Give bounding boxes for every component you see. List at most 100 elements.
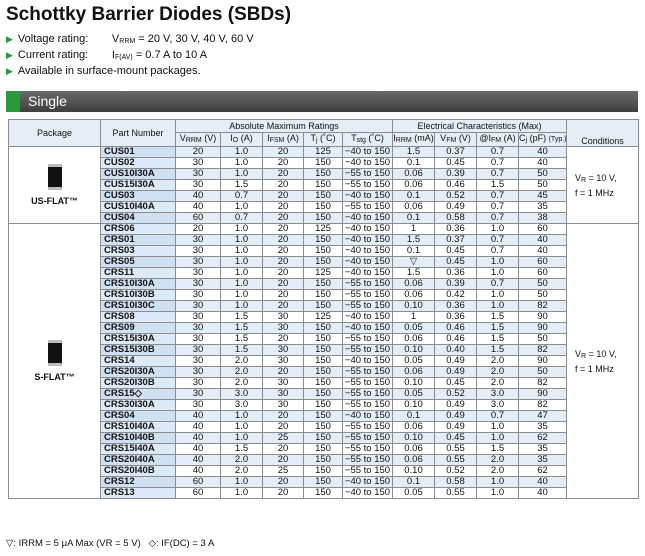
value-cell: 0.10: [392, 344, 435, 356]
value-cell: 0.46: [434, 333, 477, 345]
value-cell: 0.39: [434, 278, 477, 290]
value-cell: −40 to 150: [342, 157, 393, 169]
section-marker: [6, 91, 20, 112]
value-cell: 0.1: [392, 157, 435, 169]
condition-line: f = 1 MHz: [575, 187, 614, 198]
value-cell: 150: [303, 289, 343, 301]
value-cell: 0.06: [392, 366, 435, 378]
value-cell: 20: [262, 157, 304, 169]
value-cell: 20: [262, 190, 304, 202]
value-cell: 125: [303, 267, 343, 279]
value-cell: −55 to 150: [342, 344, 393, 356]
part-number: CUS03: [100, 190, 176, 202]
bullet-value: IF(AV) = 0.7 A to 10 A: [112, 49, 207, 61]
value-cell: 0.46: [434, 179, 477, 191]
value-cell: 20: [262, 300, 304, 312]
value-cell: −55 to 150: [342, 399, 393, 411]
package-label: S-FLAT™: [34, 372, 75, 382]
table-row: CRS03 30 1.0 20 150 −40 to 150 0.1 0.45 0.7 40: [9, 245, 639, 257]
value-cell: 0.45: [434, 256, 477, 268]
value-cell: 1.0: [476, 487, 519, 499]
part-number: CUS10I30A: [100, 168, 176, 180]
value-cell: 60: [175, 212, 221, 224]
value-cell: 0.45: [434, 245, 477, 257]
value-cell: 0.7: [476, 212, 519, 224]
table-row: CRS01 30 1.0 20 150 −40 to 150 1.5 0.37 0.7 40: [9, 234, 639, 246]
value-cell: 0.49: [434, 355, 477, 367]
value-cell: 30: [175, 344, 221, 356]
value-cell: 20: [262, 223, 304, 235]
value-cell: 30: [175, 311, 221, 323]
value-cell: 1.0: [476, 300, 519, 312]
value-cell: 0.10: [392, 300, 435, 312]
value-cell: 20: [262, 201, 304, 213]
value-cell: 150: [303, 465, 343, 477]
value-cell: 20: [262, 454, 304, 466]
value-cell: 20: [262, 234, 304, 246]
value-cell: 30: [175, 168, 221, 180]
value-cell: 20: [262, 146, 304, 158]
value-cell: 0.10: [392, 432, 435, 444]
part-number: CRS12: [100, 476, 176, 488]
value-cell: 0.49: [434, 399, 477, 411]
value-cell: −40 to 150: [342, 267, 393, 279]
value-cell: 0.1: [392, 476, 435, 488]
symbol: V: [440, 133, 447, 144]
symbol: V: [575, 172, 582, 183]
value-cell: 0.10: [392, 377, 435, 389]
value-cell: 2.0: [220, 355, 263, 367]
table-row: CUS04 60 0.7 20 150 −40 to 150 0.1 0.58 0.7 38: [9, 212, 639, 224]
part-number: CRS15I30B: [100, 344, 176, 356]
table-row: CRS04 40 1.0 20 150 −40 to 150 0.1 0.49 0.7 47: [9, 410, 639, 422]
value-cell: 0.36: [434, 311, 477, 323]
table-row: CUS03 40 0.7 20 150 −40 to 150 0.1 0.52 0.7 45: [9, 190, 639, 202]
part-number: CRS04: [100, 410, 176, 422]
value-cell: 0.06: [392, 333, 435, 345]
unit: (V): [458, 133, 471, 144]
part-number: CRS10I30C: [100, 300, 176, 312]
table-row: CRS12 60 1.0 20 150 −40 to 150 0.1 0.58 1.0 40: [9, 476, 639, 488]
conditions-cell: VR = 10 V, f = 1 MHz: [566, 146, 640, 224]
value-cell: 82: [517, 399, 568, 411]
text: = 10 V,: [588, 348, 617, 359]
value-cell: 47: [517, 410, 568, 422]
value-cell: 0.52: [434, 190, 477, 202]
table-row: CRS11 30 1.0 20 125 −40 to 150 1.5 0.36 1.0 60: [9, 267, 639, 279]
value-cell: 2.0: [220, 366, 263, 378]
value-cell: 150: [303, 256, 343, 268]
condition-line: f = 1 MHz: [575, 363, 614, 374]
table-row: CRS10I30A 30 1.0 20 150 −55 to 150 0.06 0.39 0.7…: [9, 278, 639, 290]
value-cell: 82: [517, 377, 568, 389]
table-row: CRS15I30A 30 1.5 20 150 −55 to 150 0.06 0.46 1.5…: [9, 333, 639, 345]
value-cell: 150: [303, 278, 343, 290]
value-cell: 0.06: [392, 201, 435, 213]
value-cell: 0.37: [434, 146, 477, 158]
condition-line: VR = 10 V,: [575, 172, 638, 187]
value-cell: 25: [262, 465, 304, 477]
value-cell: 150: [303, 190, 343, 202]
symbol: @I: [479, 133, 491, 144]
value-cell: 3.0: [476, 399, 519, 411]
table-row: CRS09 30 1.5 30 150 −40 to 150 0.05 0.46 1.5 90: [9, 322, 639, 334]
head-cell: Absolute Maximum Ratings: [175, 119, 393, 133]
table-row: CUS15I30A 30 1.5 20 150 −55 to 150 0.06 0.46 1.5…: [9, 179, 639, 191]
value-cell: 0.7: [476, 157, 519, 169]
value-cell: 150: [303, 157, 343, 169]
value-cell: 0.58: [434, 212, 477, 224]
value-cell: 0.49: [434, 366, 477, 378]
value-cell: 1.5: [476, 333, 519, 345]
value-cell: 60: [517, 267, 568, 279]
value-cell: 0.46: [434, 322, 477, 334]
value-cell: 40: [175, 454, 221, 466]
value-cell: 1.5: [220, 179, 263, 191]
package-icon: [47, 164, 62, 190]
value-cell: 40: [517, 487, 568, 499]
value-cell: 50: [517, 289, 568, 301]
table-row: CRS20I30B 30 2.0 30 150 −55 to 150 0.10 0.45 2.0…: [9, 377, 639, 389]
value-cell: 40: [175, 201, 221, 213]
package-icon: [47, 340, 62, 366]
value-cell: 30: [175, 355, 221, 367]
value-cell: −40 to 150: [342, 190, 393, 202]
head-row: Package Part Number Absolute Maximum Ratin…: [8, 119, 640, 147]
